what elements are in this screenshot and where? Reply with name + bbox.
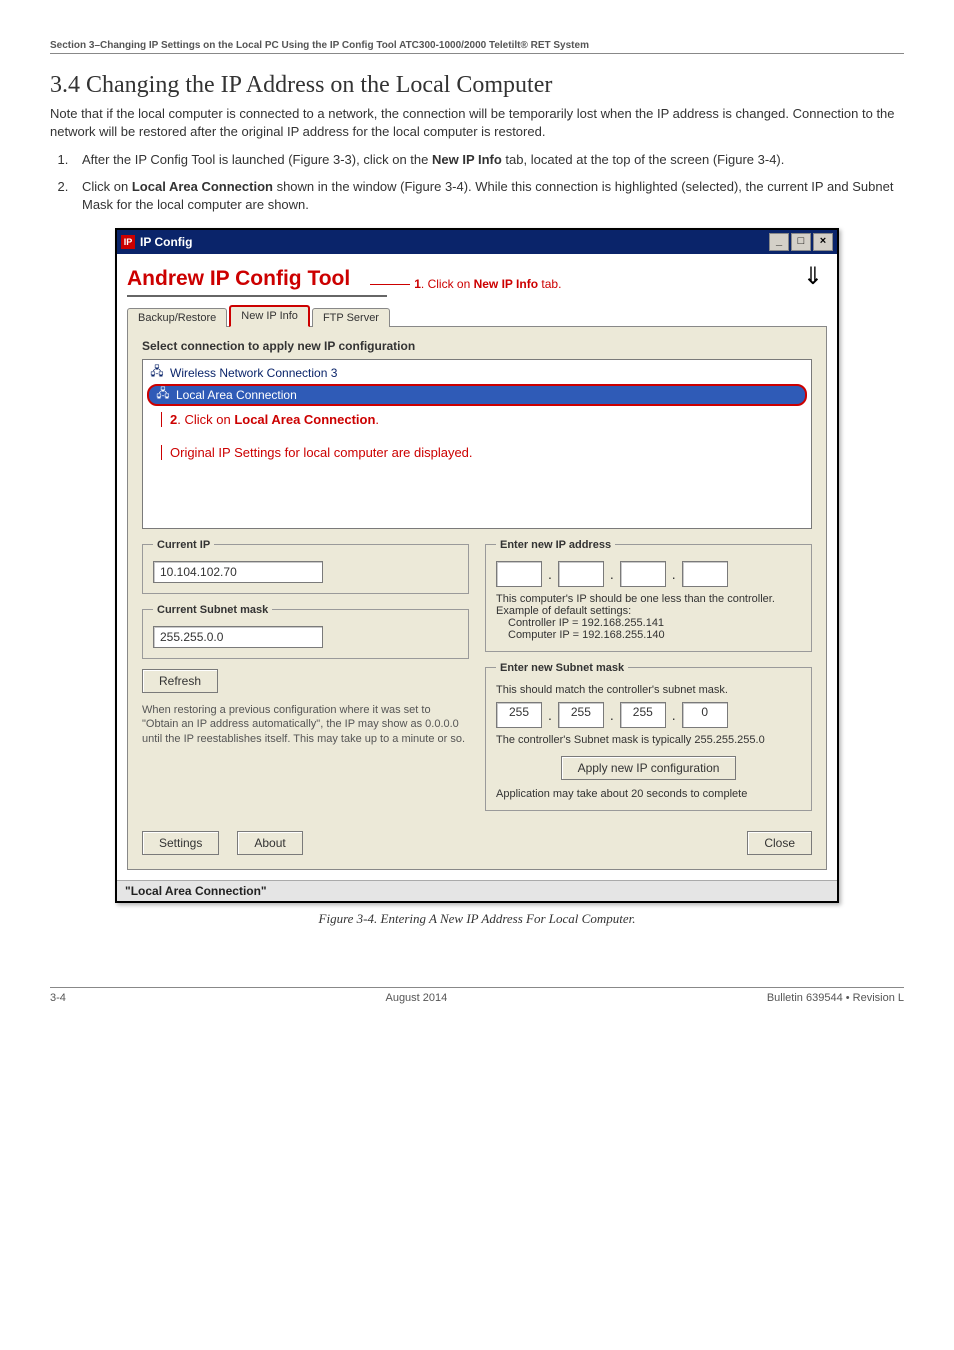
- steps-list: After the IP Config Tool is launched (Fi…: [50, 151, 904, 214]
- section-title: 3.4 Changing the IP Address on the Local…: [50, 72, 904, 99]
- mask-octet-3[interactable]: 255: [620, 702, 666, 728]
- step-2-b: Local Area Connection: [132, 179, 273, 194]
- mask-octet-4[interactable]: 0: [682, 702, 728, 728]
- new-mask-group: Enter new Subnet mask This should match …: [485, 662, 812, 811]
- network-icon: 🖧: [155, 388, 171, 402]
- close-button[interactable]: Close: [747, 831, 812, 855]
- tab-backup-restore[interactable]: Backup/Restore: [127, 308, 227, 327]
- new-ip-inputs: . . .: [496, 561, 801, 587]
- maximize-button[interactable]: □: [791, 233, 811, 251]
- ip-octet-1[interactable]: [496, 561, 542, 587]
- current-mask-group: Current Subnet mask 255.255.0.0: [142, 604, 469, 659]
- step-2: Click on Local Area Connection shown in …: [72, 178, 904, 214]
- ip-help-4: Computer IP = 192.168.255.140: [508, 629, 801, 641]
- callout-1: 1. Click on New IP Info tab.: [370, 277, 561, 291]
- new-ip-legend: Enter new IP address: [496, 539, 615, 551]
- refresh-button[interactable]: Refresh: [142, 669, 218, 693]
- bottom-buttons: Settings About Close: [142, 831, 812, 855]
- ip-help-3: Controller IP = 192.168.255.141: [508, 617, 801, 629]
- step-1-a: After the IP Config Tool is launched (Fi…: [82, 152, 432, 167]
- mask-help-1: This should match the controller's subne…: [496, 684, 801, 696]
- list-item-wireless[interactable]: 🖧 Wireless Network Connection 3: [143, 364, 811, 382]
- ip-octet-2[interactable]: [558, 561, 604, 587]
- figure-caption: Figure 3-4. Entering A New IP Address Fo…: [50, 911, 904, 927]
- left-column: Current IP 10.104.102.70 Current Subnet …: [142, 539, 469, 821]
- mask-octet-1[interactable]: 255: [496, 702, 542, 728]
- right-column: Enter new IP address . . . This computer…: [485, 539, 812, 821]
- new-ip-group: Enter new IP address . . . This computer…: [485, 539, 812, 652]
- current-ip-group: Current IP 10.104.102.70: [142, 539, 469, 594]
- connection-listbox[interactable]: 🖧 Wireless Network Connection 3 🖧 Local …: [142, 359, 812, 529]
- step-2-a: Click on: [82, 179, 132, 194]
- antenna-icon: ⇓: [803, 262, 823, 291]
- network-icon: 🖧: [149, 366, 165, 380]
- step-1: After the IP Config Tool is launched (Fi…: [72, 151, 904, 169]
- new-mask-inputs: 255. 255. 255. 0: [496, 702, 801, 728]
- brand-title: Andrew IP Config Tool: [127, 267, 350, 291]
- list-item-label: Wireless Network Connection 3: [170, 366, 337, 380]
- tabs: Backup/Restore New IP Info FTP Server: [127, 305, 827, 327]
- footer-center: August 2014: [385, 992, 447, 1004]
- titlebar: IP IP Config _ □ ×: [117, 230, 837, 254]
- apply-note: Application may take about 20 seconds to…: [496, 788, 801, 800]
- apply-button[interactable]: Apply new IP configuration: [561, 756, 737, 780]
- minimize-button[interactable]: _: [769, 233, 789, 251]
- callout-2: 2. Click on Local Area Connection.: [161, 412, 473, 427]
- callout-3: Original IP Settings for local computer …: [161, 445, 473, 460]
- step-1-b: New IP Info: [432, 152, 502, 167]
- page-header: Section 3–Changing IP Settings on the Lo…: [50, 40, 904, 54]
- step-1-c: tab, located at the top of the screen (F…: [502, 152, 785, 167]
- list-item-local-area[interactable]: 🖧 Local Area Connection: [147, 384, 807, 406]
- app-icon: IP: [121, 235, 135, 249]
- ip-octet-3[interactable]: [620, 561, 666, 587]
- window-body: Andrew IP Config Tool 1. Click on New IP…: [117, 254, 837, 880]
- tab-panel: Select connection to apply new IP config…: [127, 326, 827, 870]
- select-connection-label: Select connection to apply new IP config…: [142, 339, 812, 353]
- footer-left: 3-4: [50, 992, 66, 1004]
- restore-note: When restoring a previous configuration …: [142, 703, 469, 746]
- ip-help-2: Example of default settings:: [496, 605, 801, 617]
- intro-paragraph: Note that if the local computer is conne…: [50, 105, 904, 141]
- tab-new-ip-info[interactable]: New IP Info: [229, 305, 310, 327]
- mask-octet-2[interactable]: 255: [558, 702, 604, 728]
- close-window-button[interactable]: ×: [813, 233, 833, 251]
- current-mask-value: 255.255.0.0: [153, 626, 323, 648]
- two-column-area: Current IP 10.104.102.70 Current Subnet …: [142, 539, 812, 821]
- page-footer: 3-4 August 2014 Bulletin 639544 • Revisi…: [50, 987, 904, 1004]
- new-mask-legend: Enter new Subnet mask: [496, 662, 628, 674]
- list-item-label: Local Area Connection: [176, 388, 297, 402]
- current-ip-value: 10.104.102.70: [153, 561, 323, 583]
- about-button[interactable]: About: [237, 831, 302, 855]
- ip-octet-4[interactable]: [682, 561, 728, 587]
- footer-right: Bulletin 639544 • Revision L: [767, 992, 904, 1004]
- current-ip-legend: Current IP: [153, 539, 214, 551]
- statusbar: "Local Area Connection": [117, 880, 837, 901]
- mask-help-2: The controller's Subnet mask is typicall…: [496, 734, 801, 746]
- ip-config-window: IP IP Config _ □ × Andrew IP Config Tool…: [115, 228, 839, 903]
- current-mask-legend: Current Subnet mask: [153, 604, 272, 616]
- ip-help-1: This computer's IP should be one less th…: [496, 593, 801, 605]
- window-title: IP Config: [140, 235, 192, 249]
- list-annotations: 2. Click on Local Area Connection. Origi…: [171, 412, 473, 472]
- settings-button[interactable]: Settings: [142, 831, 219, 855]
- tab-ftp-server[interactable]: FTP Server: [312, 308, 390, 327]
